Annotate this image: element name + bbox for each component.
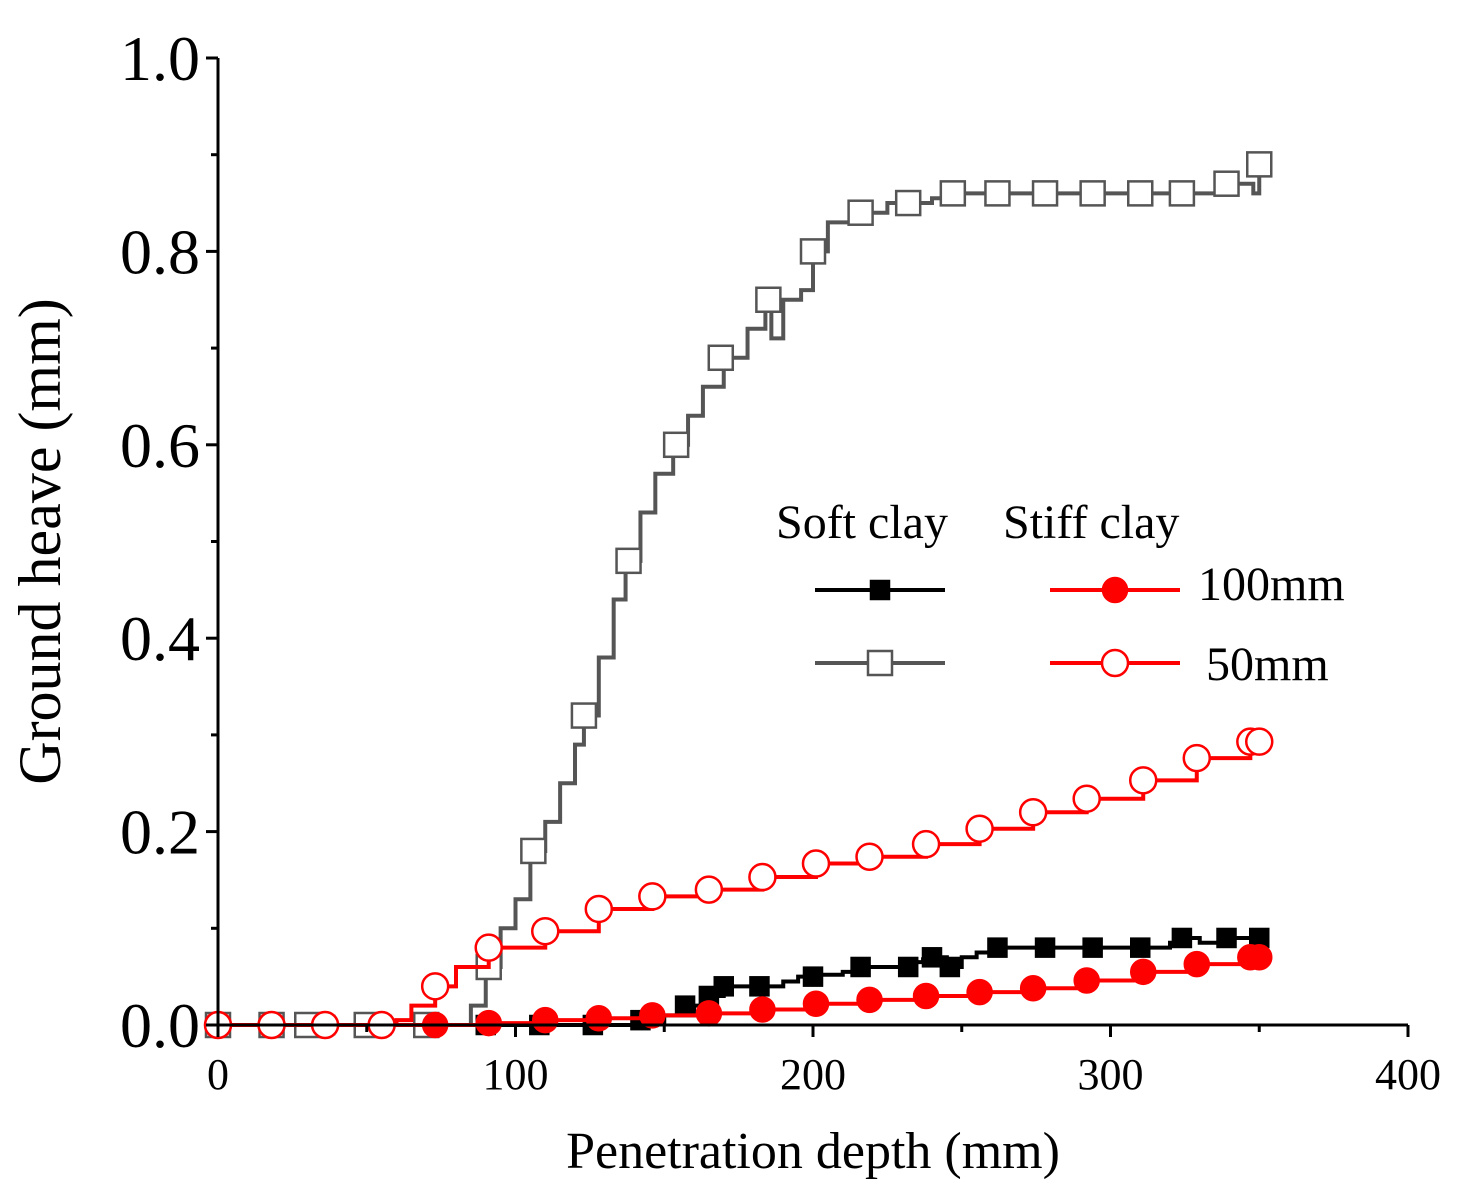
data-point <box>1246 151 1273 178</box>
data-point <box>1245 727 1274 756</box>
legend-marker <box>1101 576 1129 604</box>
data-point <box>695 1000 723 1027</box>
data-point <box>1130 937 1151 958</box>
data-point <box>1129 958 1157 986</box>
y-tick-label: 0.4 <box>120 603 200 674</box>
data-point <box>1082 937 1103 958</box>
y-tick-label: 0.8 <box>120 216 200 287</box>
data-point <box>1246 944 1273 971</box>
data-point <box>911 829 941 859</box>
data-point <box>921 947 943 968</box>
legend-entry-soft-clay-50mm <box>815 649 945 677</box>
x-tick-label: 400 <box>1375 1050 1441 1099</box>
data-point <box>856 986 883 1014</box>
data-point <box>531 916 560 946</box>
data-point <box>1183 950 1211 978</box>
data-point <box>897 956 919 978</box>
data-point <box>939 956 961 978</box>
legend: Soft clay Stiff clay 100mm 50mm <box>776 496 1345 691</box>
data-point <box>1031 180 1059 207</box>
data-point <box>674 995 696 1016</box>
y-tick-label: 0.0 <box>120 990 200 1061</box>
data-point <box>1073 967 1100 994</box>
data-point <box>707 344 735 372</box>
data-point <box>855 842 884 871</box>
legend-entry-stiff-clay-100mm <box>1050 576 1180 604</box>
x-tick-label: 200 <box>780 1050 846 1099</box>
data-point <box>966 978 993 1006</box>
legend-header-stiff-clay: Stiff clay <box>1003 496 1179 549</box>
data-point <box>1079 180 1106 207</box>
data-point <box>615 547 642 575</box>
x-tick-label: 0 <box>207 1050 229 1099</box>
y-tick-label: 0.6 <box>120 410 200 481</box>
x-axis-title: Penetration depth (mm) <box>566 1123 1060 1180</box>
data-point <box>1018 798 1048 827</box>
data-point <box>1182 743 1212 773</box>
data-point <box>802 966 824 987</box>
data-point <box>584 894 614 924</box>
data-point <box>850 956 871 978</box>
data-point <box>475 1009 502 1037</box>
y-tick-label: 1.0 <box>120 23 200 94</box>
data-point <box>532 1006 559 1034</box>
legend-marker <box>866 649 894 677</box>
data-point <box>1034 937 1056 958</box>
legend-header-soft-clay: Soft clay <box>776 496 948 549</box>
series-stiff-clay-50mm <box>203 727 1274 1040</box>
y-tick-label: 0.2 <box>120 797 200 868</box>
data-point <box>639 1002 666 1029</box>
data-point <box>474 933 503 962</box>
data-point <box>939 180 967 207</box>
data-point <box>570 702 598 729</box>
data-point <box>749 996 776 1023</box>
data-point <box>662 431 690 459</box>
data-point <box>1213 170 1240 197</box>
data-point <box>694 875 724 904</box>
data-point <box>638 882 667 911</box>
legend-entry-soft-clay-100mm <box>815 579 945 601</box>
data-point <box>984 180 1011 207</box>
data-point <box>799 238 827 265</box>
data-point <box>847 199 874 226</box>
data-point <box>420 972 450 1001</box>
legend-marker <box>1100 648 1130 678</box>
legend-label-50mm: 50mm <box>1206 638 1329 691</box>
data-point <box>987 937 1008 958</box>
data-point <box>520 837 547 865</box>
data-point <box>801 849 831 878</box>
data-point <box>713 976 734 997</box>
y-axis-title: Ground heave (mm) <box>7 298 73 785</box>
legend-label-100mm: 100mm <box>1198 558 1345 611</box>
data-point <box>755 286 782 313</box>
data-point <box>894 189 922 217</box>
data-point <box>802 990 830 1017</box>
data-point <box>1072 784 1101 813</box>
data-point <box>748 862 777 892</box>
data-point <box>1127 180 1154 207</box>
data-point <box>1171 927 1193 949</box>
data-point <box>965 814 994 843</box>
axes: 0.0 0.2 0.4 0.6 0.8 1.0 0 100 200 300 400 <box>120 23 1441 1099</box>
x-tick-label: 300 <box>1078 1050 1144 1099</box>
x-tick-label: 100 <box>483 1050 549 1099</box>
data-point <box>1168 180 1196 207</box>
data-point <box>912 982 940 1010</box>
data-point <box>1128 766 1158 795</box>
data-point <box>749 976 770 997</box>
legend-marker <box>869 579 891 601</box>
data-point <box>1019 975 1047 1002</box>
data-point <box>1216 927 1237 949</box>
legend-entry-stiff-clay-50mm <box>1050 648 1180 678</box>
data-point <box>585 1004 613 1032</box>
